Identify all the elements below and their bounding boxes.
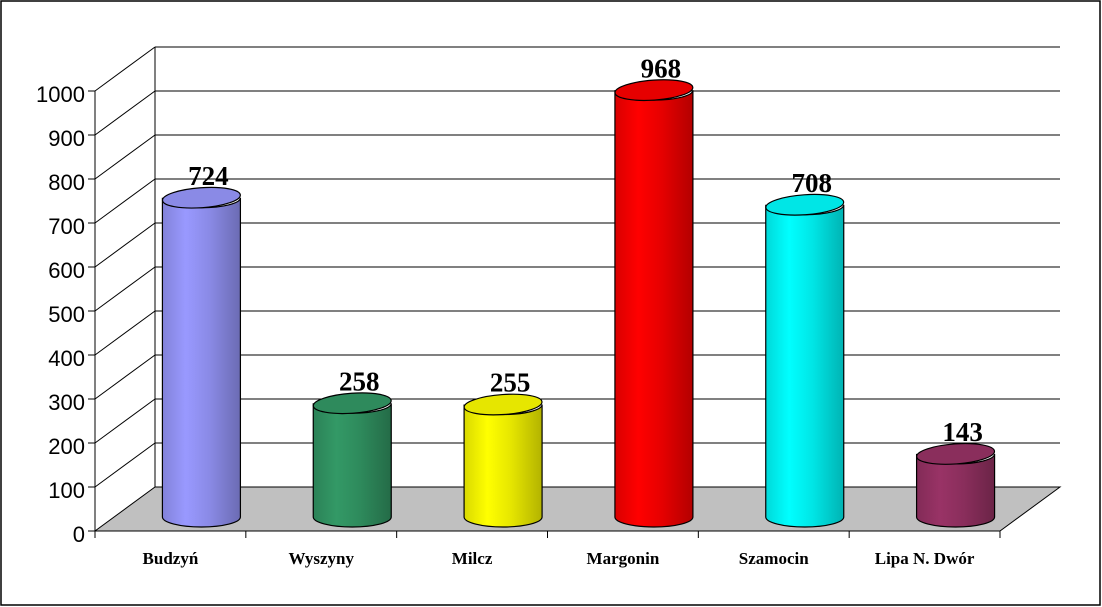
x-tick-label: Lipa N. Dwór [875,549,975,568]
bar [915,453,996,528]
grid-line-side [94,134,156,180]
x-tick-label: Budzyń [143,549,199,568]
grid-line-side [94,90,156,136]
bar-top [614,79,694,102]
y-tick-label: 400 [48,346,85,371]
bar-top [765,193,845,216]
x-tick-label: Margonin [587,549,660,568]
x-tick-label: Wyszyny [289,549,355,568]
data-label: 724 [188,161,229,191]
grid-line-side [94,46,156,92]
grid-line-side [94,310,156,356]
bar [161,197,242,528]
y-tick-label: 500 [48,302,85,327]
data-label: 708 [792,168,833,198]
x-tick-label: Szamocin [739,549,809,568]
bar [463,404,543,528]
grid-line-side [94,398,156,444]
y-tick-label: 700 [48,214,85,239]
x-tick-label: Milcz [452,549,493,568]
data-label: 143 [942,417,983,447]
grid-line-side [94,222,156,268]
data-label: 258 [339,366,380,396]
bar-top [161,186,241,209]
bar [765,204,845,528]
data-label: 255 [490,368,531,398]
grid-line-side [94,354,156,400]
bar [614,89,694,528]
grid-line-side [94,442,156,488]
y-tick-label: 600 [48,258,85,283]
data-label: 968 [641,53,682,83]
bar-top [463,393,543,416]
y-tick-label: 800 [48,170,85,195]
y-tick-label: 300 [48,390,85,415]
bar [312,403,392,528]
y-tick-label: 0 [73,522,85,547]
y-tick-label: 1000 [36,82,85,107]
y-tick-label: 900 [48,126,85,151]
bar-top [916,442,996,465]
bar-top [312,392,392,415]
grid-line-side [94,178,156,224]
y-tick-label: 200 [48,434,85,459]
y-tick-label: 100 [48,478,85,503]
grid-line-side [94,266,156,312]
